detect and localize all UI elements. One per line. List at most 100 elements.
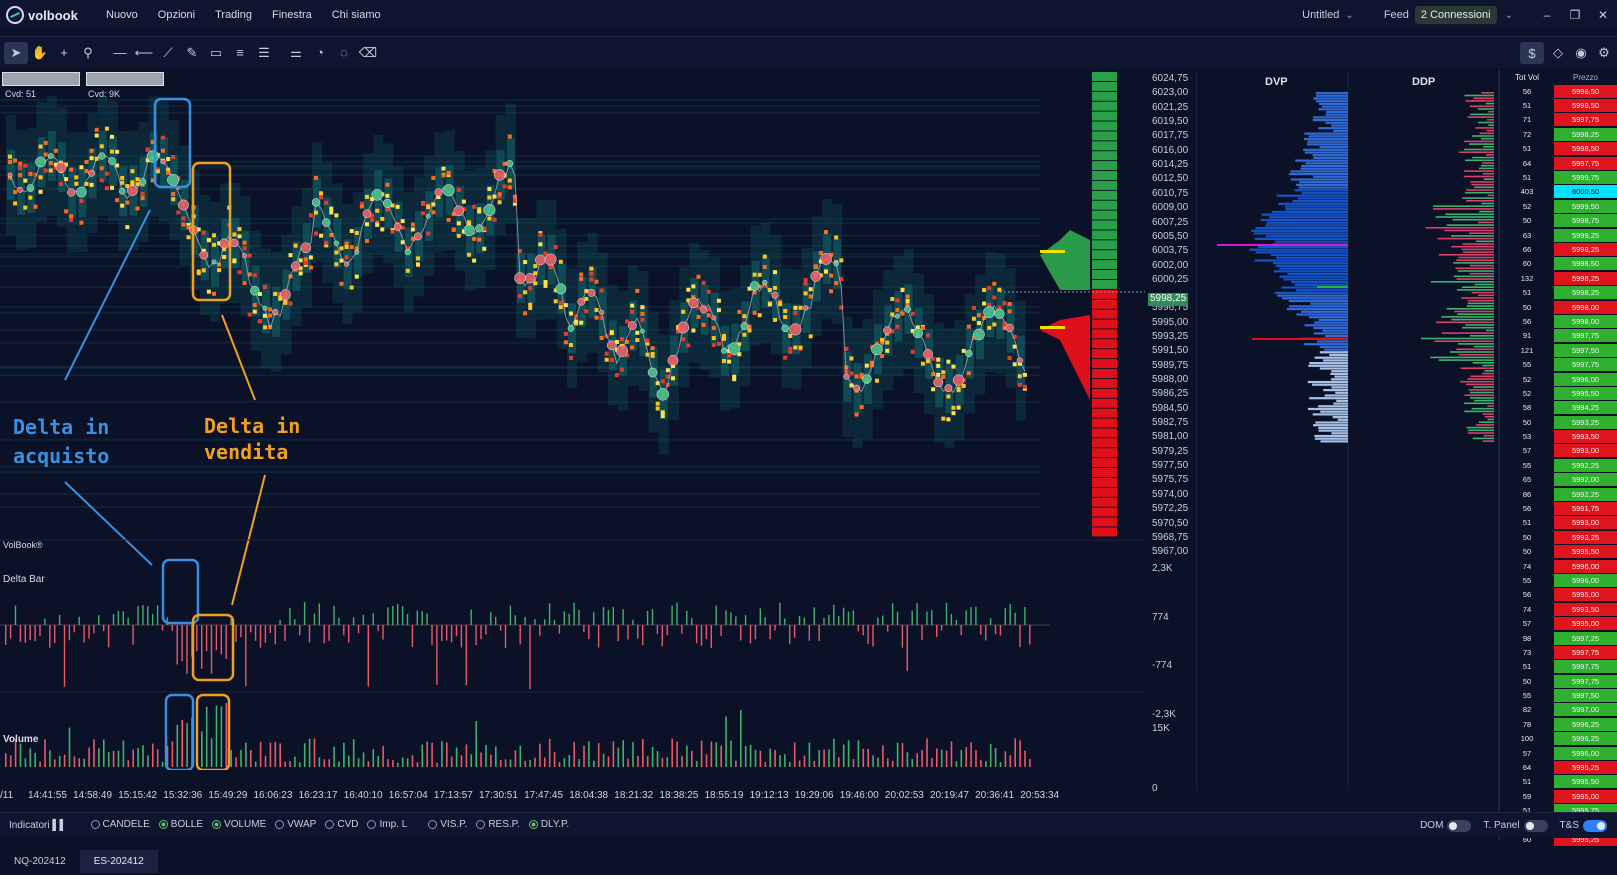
eraser-icon[interactable]: ◇	[1553, 45, 1563, 60]
document-title[interactable]: Untitled	[1302, 9, 1340, 21]
record-icon[interactable]: ◉	[1575, 45, 1587, 60]
sell-bubble	[923, 349, 933, 360]
list2-icon[interactable]: ☰	[258, 44, 270, 60]
tpanel-toggle[interactable]	[1523, 819, 1548, 832]
print-mark	[931, 387, 936, 392]
print-mark	[910, 349, 915, 354]
level-marker	[1040, 250, 1065, 253]
hand-icon[interactable]: ✋	[31, 44, 49, 60]
radio-impl[interactable]: Imp. L	[367, 819, 407, 830]
tas-volume: 403	[1520, 187, 1534, 197]
volume-bar	[877, 757, 879, 767]
ruler-icon[interactable]: ✎	[186, 44, 198, 60]
dollar-icon[interactable]: $	[1520, 42, 1544, 64]
print-mark	[701, 280, 706, 285]
menu-chi-siamo[interactable]: Chi siamo	[331, 9, 381, 21]
print-mark	[263, 313, 267, 318]
menu-finestra[interactable]: Finestra	[271, 9, 312, 21]
cursor-icon[interactable]: ➤	[4, 41, 28, 64]
print-mark	[416, 256, 420, 261]
menu-nuovo[interactable]: Nuovo	[106, 9, 138, 21]
print-mark	[8, 154, 12, 159]
volume-bar	[725, 716, 727, 767]
delta-bar-positive	[945, 602, 948, 625]
print-mark	[727, 359, 732, 364]
radio-cvd[interactable]: CVD	[325, 819, 358, 830]
radio-vwap[interactable]: VWAP	[275, 819, 316, 830]
chart-canvas[interactable]	[0, 70, 1145, 770]
buy-bubble	[720, 347, 728, 354]
volume-bar	[970, 742, 972, 767]
radio-dot-icon	[528, 820, 538, 829]
bid-ask-cell	[1092, 369, 1117, 378]
tab-nq[interactable]: NQ-202412	[14, 856, 66, 867]
ddp-bar	[1463, 175, 1494, 178]
ddp-bar	[1460, 367, 1494, 369]
sell-bubble	[1016, 357, 1023, 364]
dvp-bar	[1271, 210, 1348, 213]
print-mark	[196, 269, 201, 274]
hline-icon[interactable]: —	[113, 45, 127, 60]
bid-ask-cell	[1092, 319, 1117, 329]
tas-price: 5997,75	[1554, 660, 1617, 674]
bid-profile	[1040, 315, 1090, 400]
list-icon[interactable]: ≡	[236, 45, 244, 60]
tas-volume: 56	[1522, 86, 1532, 96]
rectangle-icon[interactable]: ▭	[209, 44, 223, 60]
radio-volume[interactable]: VOLUME	[212, 819, 266, 830]
chevron-down-icon[interactable]: ⌄	[1345, 9, 1354, 21]
radio-dlyp[interactable]: DLY.P.	[528, 819, 569, 830]
print-mark	[783, 355, 788, 360]
print-mark	[992, 322, 997, 327]
delta-bar-negative	[519, 625, 521, 645]
volume-bar	[470, 754, 473, 767]
tas-toggle[interactable]	[1583, 819, 1607, 832]
dom-toggle[interactable]	[1447, 819, 1472, 832]
radio-candele[interactable]: CANDELE	[90, 819, 150, 830]
crosshair-icon[interactable]: +	[60, 45, 68, 60]
ddp-bar	[1486, 129, 1494, 132]
radio-bolle[interactable]: BOLLE	[158, 819, 203, 830]
tab-es[interactable]: ES-202412	[79, 850, 158, 873]
delta-bar-positive	[735, 616, 737, 625]
heatmap-chart[interactable]	[0, 70, 1145, 770]
radio-visp[interactable]: VIS.P.	[428, 819, 467, 830]
minimize-button[interactable]: –	[1543, 8, 1551, 22]
time-axis[interactable]: /11 14:41:55 14:58:49 15:15:42 15:32:36 15:49…	[0, 790, 1145, 804]
print-mark	[773, 285, 777, 290]
print-mark	[533, 264, 538, 269]
ddp-bar	[1487, 405, 1494, 407]
tas-row: 55 5996,00	[1500, 573, 1617, 587]
settings-sliders-icon[interactable]: ⚌	[290, 44, 302, 60]
bell-icon[interactable]: ◔	[316, 45, 324, 60]
menu-trading[interactable]: Trading	[215, 9, 252, 21]
comment-icon[interactable]: ◌	[340, 45, 348, 60]
print-mark	[104, 126, 109, 131]
print-mark	[900, 311, 905, 316]
indicators-button[interactable]: Indicatori ▌▌	[9, 820, 67, 831]
price-axis[interactable]: 6024,75 6023,00 6021,25 6019,50 6017,75 6016,…	[1148, 70, 1196, 560]
sell-bubble	[434, 188, 443, 197]
ddp-bar	[1469, 391, 1494, 394]
print-mark	[247, 253, 252, 258]
trendline-icon[interactable]: ⟋	[163, 44, 173, 60]
dvp-bar	[1287, 272, 1348, 276]
maximize-button[interactable]: ❐	[1569, 8, 1581, 22]
volume-bar	[176, 724, 179, 767]
radio-resp[interactable]: RES.P.	[476, 819, 520, 830]
tas-price: 5995,00	[1554, 789, 1617, 803]
delta-bar-negative	[857, 625, 859, 632]
delta-bar-positive	[137, 606, 139, 625]
time-tick: 20:36:41	[975, 790, 1015, 801]
print-mark	[696, 274, 701, 279]
sell-bubble	[616, 344, 628, 357]
dvp-bar	[1319, 146, 1348, 149]
zoom-icon[interactable]: ⚲	[83, 44, 93, 60]
close-button[interactable]: ✕	[1597, 8, 1609, 22]
eraser-icon[interactable]: ⌫	[358, 44, 378, 60]
chevron-down-icon[interactable]: ⌄	[1504, 9, 1513, 21]
ray-icon[interactable]: ⟵	[134, 44, 154, 60]
menu-opzioni[interactable]: Opzioni	[157, 9, 196, 21]
gear-icon[interactable]: ⚙	[1598, 45, 1610, 60]
connections-badge[interactable]: 2 Connessioni	[1414, 6, 1497, 24]
